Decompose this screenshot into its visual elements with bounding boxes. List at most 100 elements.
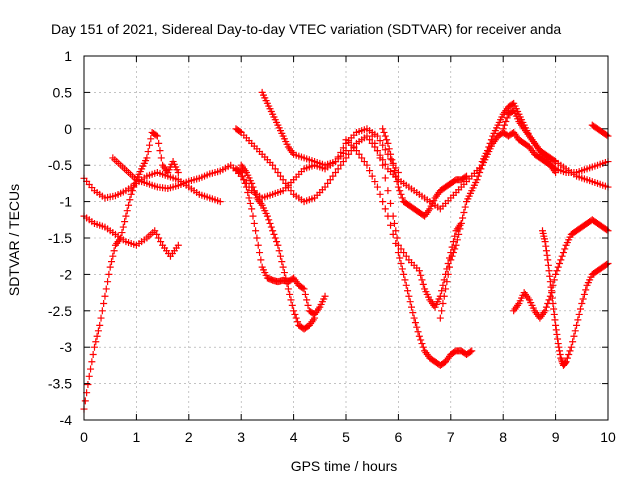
data-point — [288, 301, 296, 309]
data-point — [449, 238, 457, 246]
data-point — [239, 172, 247, 180]
data-point — [552, 270, 560, 278]
data-point — [241, 179, 249, 187]
data-point — [125, 201, 133, 209]
data-point — [477, 165, 485, 173]
data-point — [245, 194, 253, 202]
data-point — [244, 189, 252, 196]
data-point — [546, 278, 554, 286]
x-tick-label: 10 — [600, 429, 616, 445]
data-point — [550, 276, 558, 284]
data-point — [280, 269, 288, 277]
data-point — [545, 296, 553, 304]
data-point — [144, 148, 152, 156]
data-point — [565, 350, 573, 358]
data-point — [332, 168, 340, 176]
data-point — [284, 285, 292, 293]
data-point — [121, 218, 129, 226]
data-point — [414, 328, 422, 336]
data-point — [117, 234, 125, 242]
data-point — [396, 187, 404, 195]
data-point — [461, 203, 469, 211]
data-point — [249, 212, 257, 220]
data-point — [352, 147, 360, 155]
data-point — [502, 118, 510, 126]
data-point — [381, 146, 389, 154]
data-point — [545, 267, 553, 275]
data-point — [402, 281, 410, 289]
x-tick-label: 6 — [395, 429, 403, 445]
data-point — [436, 314, 444, 322]
data-point — [550, 305, 558, 313]
data-series-track-k — [379, 125, 471, 220]
data-point — [97, 314, 105, 322]
data-point — [554, 335, 562, 343]
data-point — [468, 347, 476, 355]
data-point — [549, 300, 557, 308]
data-point — [455, 230, 463, 238]
data-point — [381, 174, 389, 182]
data-point — [547, 283, 555, 291]
data-point — [405, 292, 413, 300]
data-point — [415, 332, 423, 340]
data-point — [371, 178, 379, 186]
y-tick-label: -4 — [60, 412, 73, 428]
data-point — [274, 168, 282, 176]
data-point — [324, 179, 332, 187]
data-point — [265, 216, 273, 224]
data-point — [311, 314, 319, 322]
data-point — [157, 238, 165, 246]
data-point — [246, 199, 254, 207]
data-point — [342, 154, 350, 162]
data-point — [409, 309, 417, 317]
y-axis-label: SDTVAR / TECUs — [6, 184, 22, 296]
data-point — [419, 343, 427, 351]
data-point — [580, 290, 588, 298]
data-point — [451, 232, 459, 240]
data-point — [90, 343, 98, 351]
data-point — [358, 154, 366, 162]
data-point — [379, 161, 387, 169]
data-point — [415, 267, 423, 275]
data-point — [271, 165, 279, 173]
data-point — [550, 157, 558, 165]
data-point — [371, 139, 379, 147]
data-point — [576, 305, 584, 313]
y-tick-label: 0.5 — [53, 84, 73, 100]
data-point — [105, 270, 113, 278]
data-point — [216, 198, 224, 206]
data-point — [544, 261, 552, 269]
data-point — [562, 358, 570, 366]
data-point — [466, 348, 474, 356]
data-point — [368, 172, 376, 180]
data-point — [459, 214, 467, 222]
data-point — [256, 249, 264, 257]
data-point — [553, 267, 561, 275]
data-point — [579, 295, 587, 303]
data-point — [574, 316, 582, 324]
data-point — [277, 252, 284, 260]
data-point — [379, 141, 387, 149]
data-point — [542, 303, 550, 311]
data-point — [556, 347, 564, 355]
data-point — [397, 245, 405, 253]
data-point — [563, 354, 571, 362]
data-point — [130, 183, 138, 191]
data-point — [408, 303, 415, 311]
data-point — [337, 161, 345, 169]
data-point — [398, 194, 406, 202]
data-point — [397, 190, 405, 198]
data-point — [104, 278, 112, 286]
data-point — [360, 158, 368, 166]
data-point — [339, 144, 347, 152]
data-point — [126, 196, 134, 204]
data-point — [561, 359, 569, 367]
data-point — [554, 340, 562, 348]
data-point — [376, 190, 384, 198]
data-point — [287, 187, 295, 195]
data-series-group — [80, 88, 612, 413]
data-point — [396, 254, 404, 262]
data-point — [174, 241, 182, 249]
data-point — [476, 168, 484, 176]
